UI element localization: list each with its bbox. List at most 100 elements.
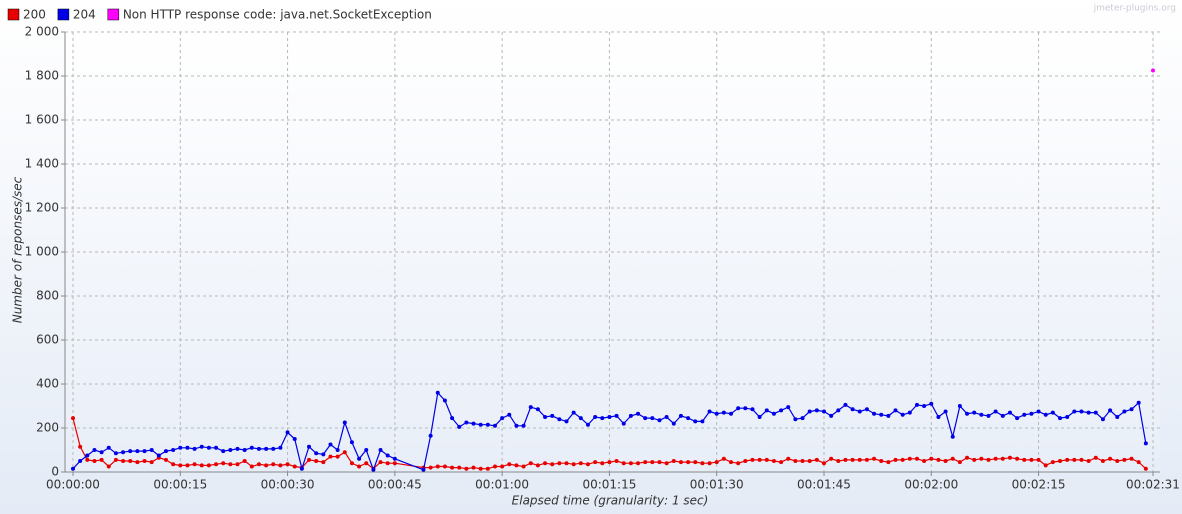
data-point	[492, 423, 497, 428]
data-point	[678, 413, 683, 418]
data-point	[721, 456, 726, 461]
legend-label: 200	[23, 8, 46, 22]
data-point	[142, 459, 147, 463]
data-point	[900, 457, 905, 462]
data-point	[972, 410, 977, 415]
data-point	[128, 449, 133, 454]
data-point	[1036, 409, 1041, 414]
data-point	[314, 459, 319, 463]
data-point	[636, 411, 641, 416]
y-axis-label: Number of reponses/sec	[11, 176, 25, 323]
data-point	[757, 457, 762, 462]
data-point	[578, 461, 583, 466]
data-point	[528, 461, 533, 466]
grid: 0 200 400 600 800 1 000 1 200 1 400 1 600 1 800 2 …	[25, 25, 1180, 492]
data-point	[864, 407, 869, 412]
data-point	[142, 449, 147, 454]
data-point	[221, 449, 226, 454]
data-point	[478, 466, 483, 471]
data-point	[1143, 466, 1148, 471]
data-point	[1143, 441, 1148, 446]
data-point	[585, 462, 590, 467]
data-point	[650, 460, 655, 465]
data-point	[135, 460, 140, 465]
data-point	[664, 415, 669, 419]
data-point	[585, 422, 590, 427]
data-point	[121, 459, 126, 463]
data-point	[178, 445, 183, 450]
data-point	[743, 459, 748, 463]
data-point	[278, 463, 283, 468]
data-point	[185, 463, 190, 468]
data-point	[106, 445, 111, 450]
data-point	[800, 416, 805, 421]
data-point	[264, 446, 269, 451]
data-point	[307, 457, 312, 462]
data-point	[1058, 416, 1063, 421]
data-point	[979, 456, 984, 461]
data-point	[993, 409, 998, 414]
y-tick-label: 2 000	[25, 25, 59, 39]
data-point	[786, 456, 791, 461]
data-point	[1108, 408, 1113, 413]
data-point	[836, 408, 841, 413]
data-point	[192, 446, 197, 451]
data-point	[686, 460, 691, 465]
data-point	[85, 453, 90, 458]
data-point	[621, 421, 626, 426]
y-tick-label: 400	[36, 377, 59, 391]
data-point	[707, 409, 712, 414]
data-point	[714, 411, 719, 416]
data-point	[1036, 457, 1041, 462]
data-point	[857, 457, 862, 462]
data-point	[1050, 460, 1055, 465]
data-point	[721, 410, 726, 415]
data-point	[335, 454, 340, 459]
data-point	[850, 407, 855, 412]
data-point	[492, 464, 497, 469]
data-point	[1079, 409, 1084, 414]
data-point	[271, 446, 276, 451]
data-point	[485, 422, 490, 427]
data-point	[292, 464, 297, 469]
data-point	[686, 416, 691, 421]
data-point	[135, 449, 140, 454]
data-point	[471, 421, 476, 426]
data-point	[764, 408, 769, 413]
data-point	[936, 415, 941, 419]
data-point	[864, 457, 869, 462]
y-tick-label: 200	[36, 421, 59, 435]
data-point	[392, 456, 397, 461]
data-point	[1000, 413, 1005, 418]
data-point	[800, 459, 805, 463]
data-point	[128, 459, 133, 463]
data-point	[907, 456, 912, 461]
data-point	[1100, 459, 1105, 463]
data-point	[757, 415, 762, 419]
data-point	[121, 450, 126, 455]
data-point	[92, 448, 97, 452]
data-point	[893, 457, 898, 462]
data-point	[264, 463, 269, 468]
data-point	[914, 456, 919, 461]
data-point	[349, 440, 354, 445]
data-point	[814, 408, 819, 413]
data-point	[814, 457, 819, 462]
data-point	[900, 412, 905, 417]
data-point	[1115, 415, 1120, 419]
data-point	[1072, 457, 1077, 462]
legend-label: 204	[73, 8, 96, 22]
data-point	[464, 420, 469, 425]
data-point	[342, 420, 347, 425]
data-point	[643, 460, 648, 465]
data-point	[957, 460, 962, 465]
data-point	[571, 462, 576, 467]
data-point	[750, 457, 755, 462]
data-point	[922, 459, 927, 463]
data-point	[557, 417, 562, 422]
legend-swatch	[7, 8, 20, 21]
data-point	[149, 448, 154, 452]
data-point	[1093, 410, 1098, 415]
data-point	[192, 462, 197, 467]
legend-swatch	[107, 8, 120, 21]
